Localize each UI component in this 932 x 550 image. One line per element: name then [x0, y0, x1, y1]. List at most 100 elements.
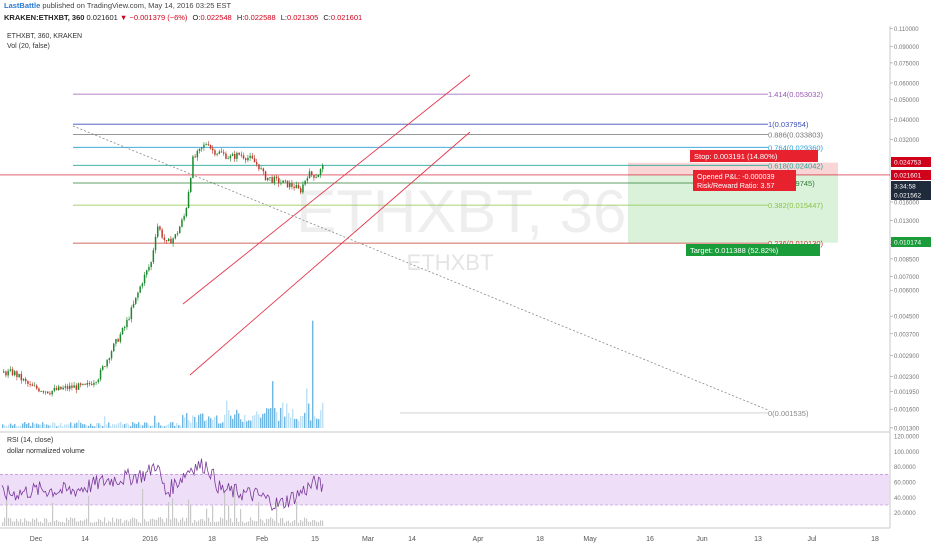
candle-body: [64, 386, 67, 388]
low-value: 0.021305: [286, 13, 319, 22]
volume-bar: [272, 381, 274, 428]
dnv-bar: [296, 501, 298, 526]
candle-body: [216, 153, 218, 155]
volume-bar: [170, 422, 172, 428]
fib-label-1: 1(0.037954): [768, 120, 809, 129]
volume-bar: [234, 414, 236, 428]
dnv-bar: [156, 519, 158, 526]
candle-body: [141, 283, 144, 287]
volume-bar: [192, 415, 194, 428]
dnv-bar: [146, 521, 148, 526]
volume-bar: [42, 422, 44, 428]
dnv-bar: [116, 518, 118, 526]
candle-body: [97, 379, 100, 383]
author-link[interactable]: LastBattle: [4, 1, 41, 10]
watermark-small: ETHXBT: [407, 250, 494, 275]
time-axis-label: Feb: [256, 536, 268, 543]
candle-body: [88, 382, 91, 384]
time-axis-label: 13: [754, 536, 762, 543]
dnv-bar: [214, 521, 216, 526]
dnv-bar: [210, 522, 212, 526]
time-axis-label: 16: [646, 536, 654, 543]
candle-body: [229, 155, 232, 159]
candle-body: [264, 171, 267, 181]
dnv-bar: [264, 522, 266, 526]
candle-body: [108, 358, 111, 360]
candle-body: [126, 319, 128, 328]
dnv-bar: [20, 519, 22, 526]
dnv-bar: [152, 518, 154, 526]
candle-body: [93, 382, 95, 385]
volume-bar: [148, 424, 150, 428]
volume-bar: [310, 420, 312, 428]
candle-body: [313, 174, 315, 178]
volume-bar: [302, 415, 304, 428]
dnv-bar: [306, 518, 308, 526]
dnv-bar: [140, 522, 142, 526]
price-axis-label: 0.007000: [894, 275, 920, 281]
price-axis-label: 0.001950: [894, 390, 920, 396]
watermark: ETHXBT, 360 ETHXBT: [296, 178, 660, 275]
dnv-bar: [168, 501, 170, 526]
target-badge: [686, 244, 820, 256]
volume-bar: [94, 426, 96, 428]
price-badge: [891, 237, 931, 247]
volume-bar: [220, 423, 222, 428]
rsi-pane: [0, 458, 890, 526]
volume-bar: [36, 423, 38, 428]
close-value: 0.021601: [330, 13, 363, 22]
price-axis-label: 0.032000: [894, 138, 920, 144]
price-axis-label: 0.060000: [894, 81, 920, 87]
trend-lines[interactable]: [72, 74, 769, 411]
candle-body: [245, 158, 247, 161]
candle-body: [44, 391, 47, 393]
volume-bar: [86, 425, 88, 428]
volume-bar: [124, 423, 126, 428]
dnv-bar: [40, 521, 42, 526]
dnv-bar: [232, 522, 234, 526]
dnv-bar: [110, 521, 112, 526]
volume-bar: [116, 424, 118, 428]
dnv-bar: [318, 522, 320, 526]
volume-bar: [176, 423, 178, 428]
fib-label-0-382: 0.382(0.015447): [768, 201, 824, 210]
dnv-bar: [162, 519, 164, 526]
volume-bar: [34, 423, 36, 428]
time-axis-label: 14: [81, 536, 89, 543]
candle-body: [190, 177, 192, 193]
dnv-bar: [138, 521, 140, 526]
dnv-bar: [248, 521, 250, 526]
candle-body: [5, 371, 7, 376]
volume-bar: [74, 423, 76, 428]
volume-bar: [266, 408, 268, 428]
volume-bar: [274, 408, 276, 428]
candle-body: [280, 182, 282, 184]
dnv-bar: [8, 517, 10, 526]
dnv-bar: [206, 508, 208, 526]
volume-bar: [206, 419, 208, 428]
candle-body: [113, 343, 115, 352]
volume-bar: [214, 416, 216, 428]
volume-bar: [60, 423, 62, 428]
dnv-bar: [282, 518, 284, 526]
dnv-bar: [10, 518, 12, 526]
candle-body: [238, 152, 240, 155]
candle-body: [319, 169, 322, 175]
dnv-bar: [148, 521, 150, 526]
dnv-bar: [68, 519, 70, 526]
candle-body: [128, 319, 130, 320]
pnl-badge: [693, 170, 796, 191]
volume-bar: [70, 422, 72, 428]
price-axis-label: 0.003700: [894, 332, 920, 338]
dnv-bar: [186, 517, 188, 526]
candle-body: [278, 177, 280, 184]
price-badge-label: 0.021562: [894, 193, 921, 200]
volume-bar: [186, 413, 188, 428]
open-label: O:: [192, 13, 201, 22]
dnv-bar: [6, 497, 8, 526]
volume-bar: [102, 426, 104, 428]
candle-body: [86, 382, 89, 385]
dnv-bar: [84, 519, 86, 526]
fib-label-0-618: 0.618(0.024042): [768, 161, 824, 170]
